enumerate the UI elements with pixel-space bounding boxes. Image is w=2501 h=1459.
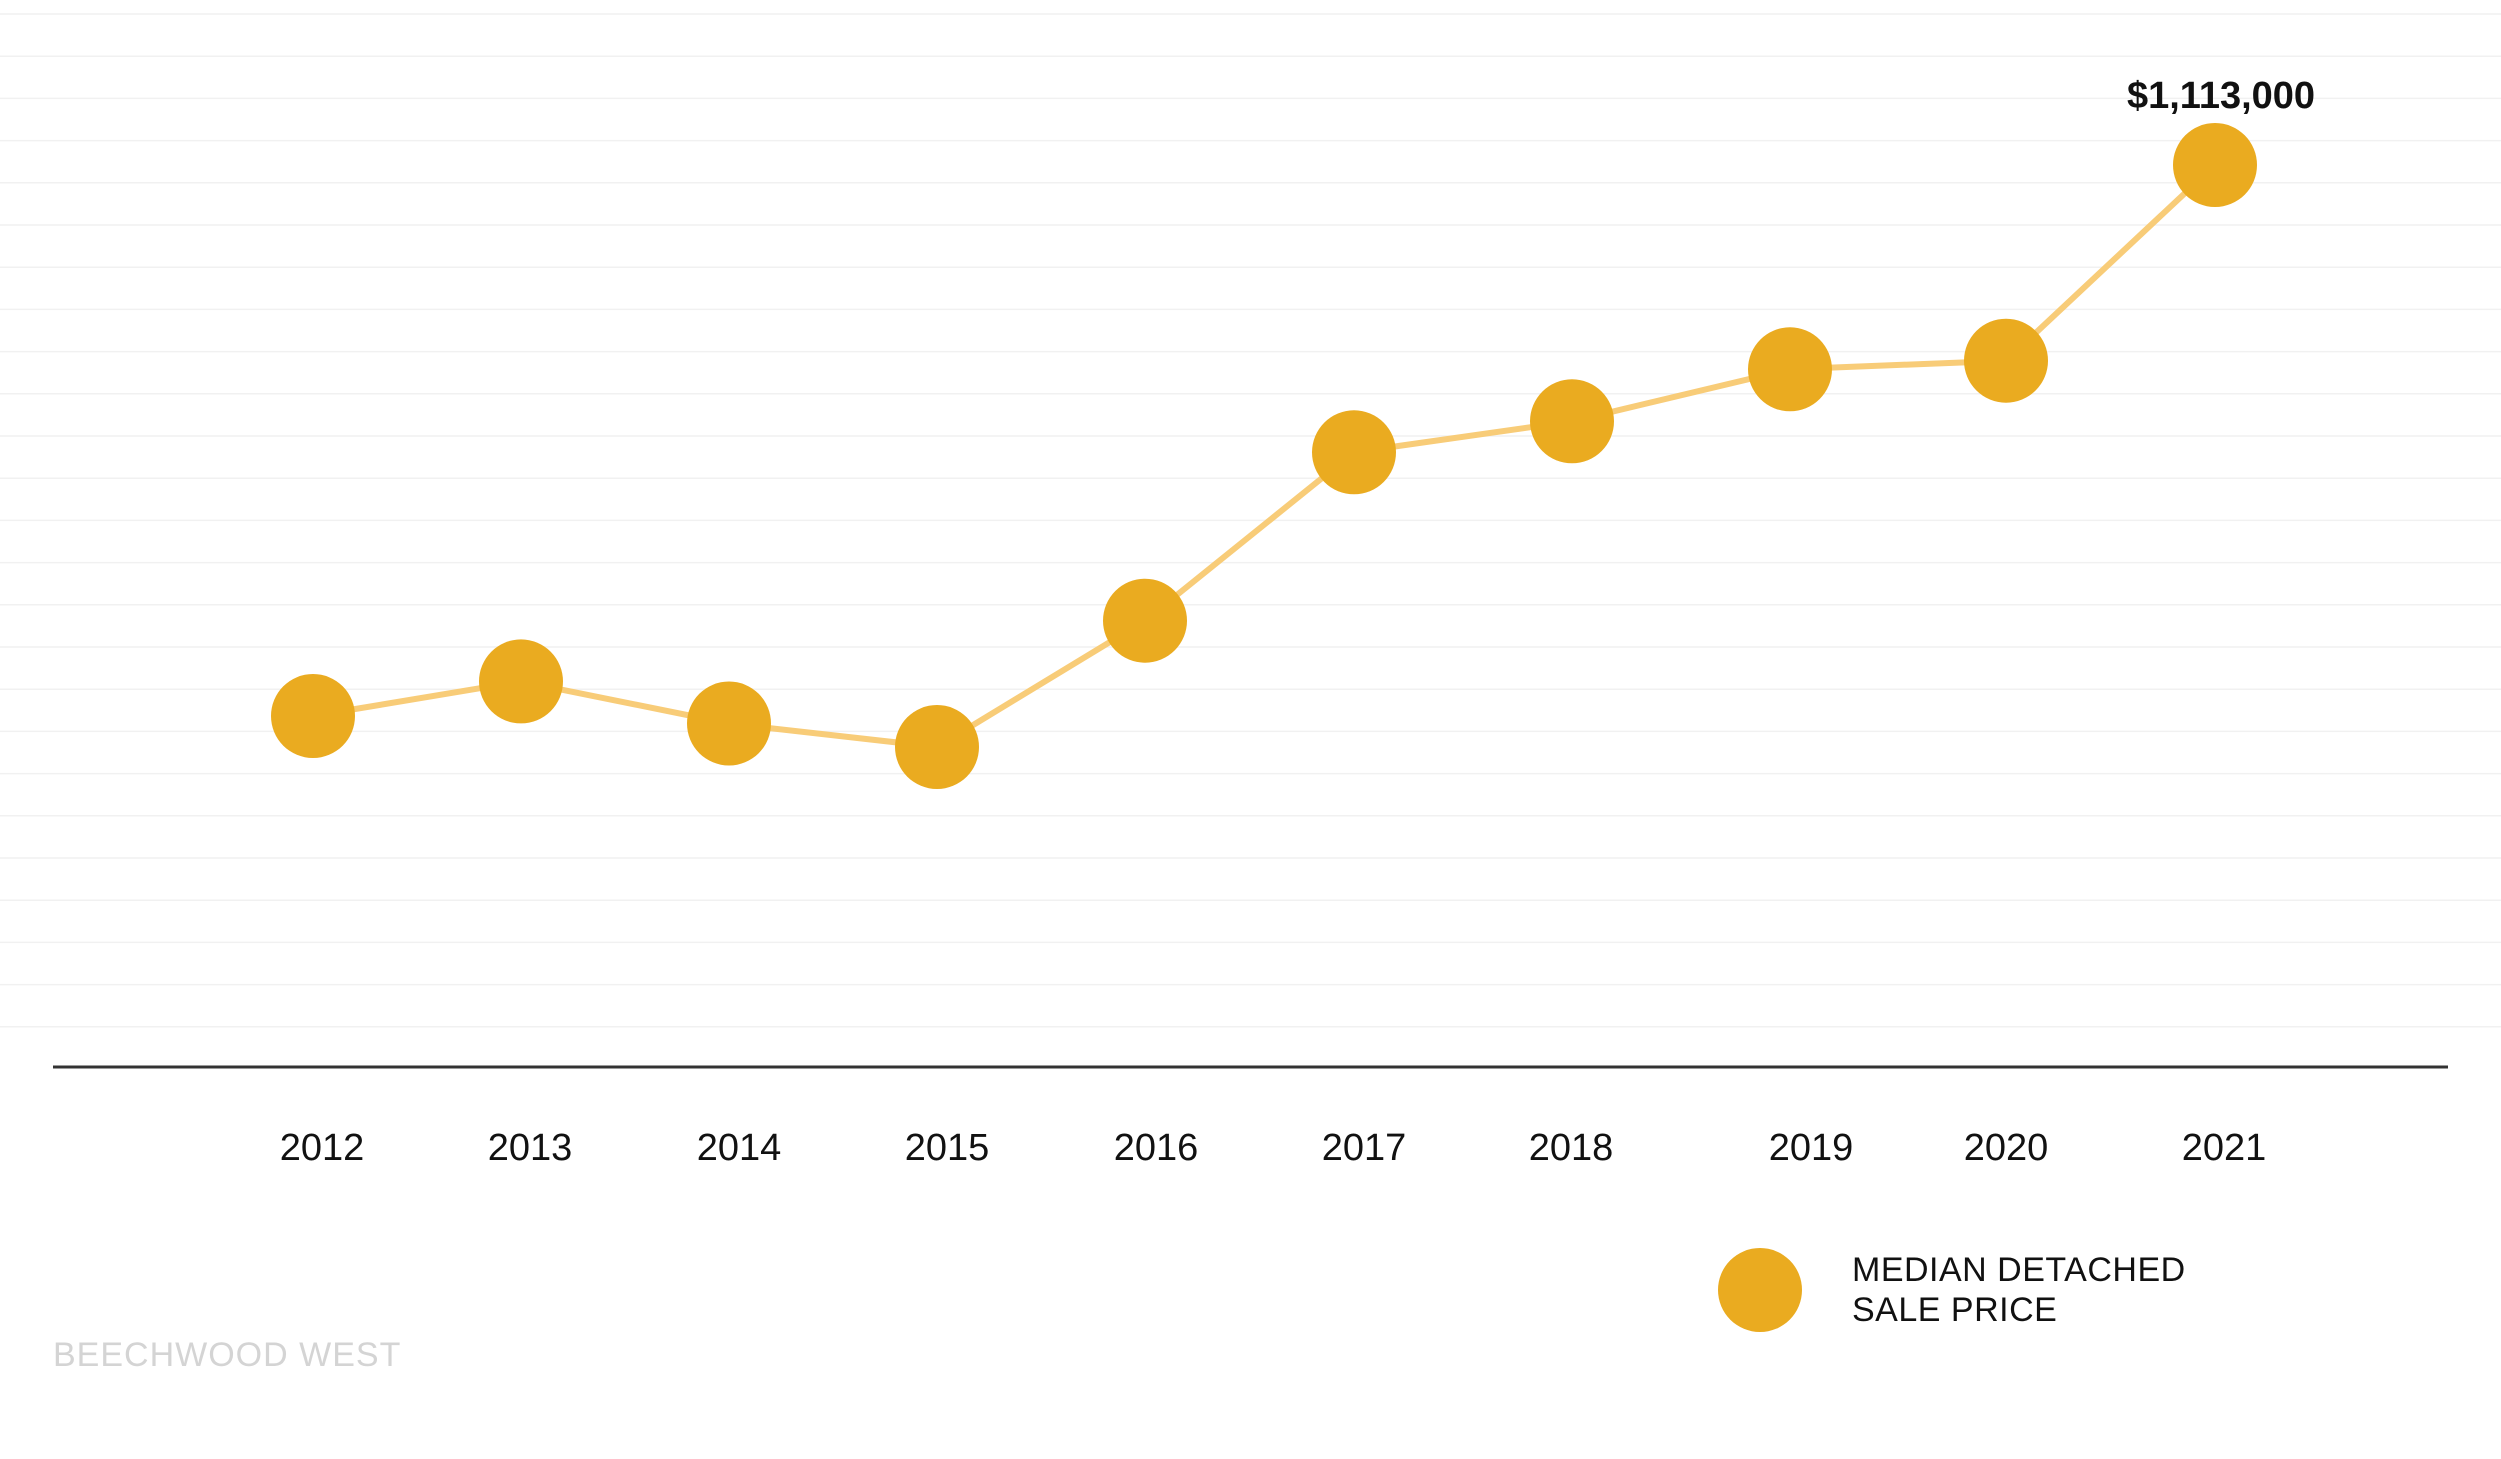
grid-lines: [0, 13, 2501, 1028]
data-point-2012: [271, 674, 355, 758]
x-tick-label: 2016: [1114, 1127, 1199, 1169]
data-point-2014: [687, 681, 771, 766]
x-tick-label: 2017: [1322, 1127, 1407, 1169]
data-points: [271, 123, 2257, 789]
x-tick-label: 2015: [905, 1127, 990, 1169]
data-point-2018: [1530, 379, 1614, 464]
data-point-2020: [1964, 318, 2048, 403]
data-label: $1,113,000: [2127, 75, 2315, 117]
data-point-2016: [1103, 578, 1187, 663]
data-point-2017: [1312, 410, 1396, 495]
legend: MEDIAN DETACHED SALE PRICE: [1718, 1248, 2186, 1332]
x-tick-label: 2018: [1529, 1127, 1614, 1169]
x-tick-label: 2019: [1769, 1127, 1854, 1169]
data-point-2019: [1748, 327, 1832, 412]
series-line: [310, 162, 2218, 750]
legend-label: MEDIAN DETACHED SALE PRICE: [1852, 1250, 2186, 1330]
legend-label-line: SALE PRICE: [1852, 1291, 2058, 1329]
data-labels: $1,113,000: [2127, 75, 2315, 117]
x-tick-label: 2013: [488, 1127, 573, 1169]
legend-swatch: [1718, 1248, 1802, 1332]
x-tick-label: 2020: [1964, 1127, 2049, 1169]
watermark: BEECHWOOD WEST: [53, 1336, 402, 1374]
x-tick-label: 2021: [2182, 1127, 2267, 1169]
legend-label-line: MEDIAN DETACHED: [1852, 1251, 2186, 1289]
data-point-2021: [2173, 123, 2257, 207]
data-point-2015: [895, 705, 979, 789]
x-tick-labels: 2012 2013 2014 2015 2016 2017 2018 2019 2020 2021: [280, 1127, 2267, 1169]
x-tick-label: 2014: [697, 1127, 782, 1169]
data-point-2013: [479, 639, 563, 724]
x-tick-label: 2012: [280, 1127, 365, 1169]
